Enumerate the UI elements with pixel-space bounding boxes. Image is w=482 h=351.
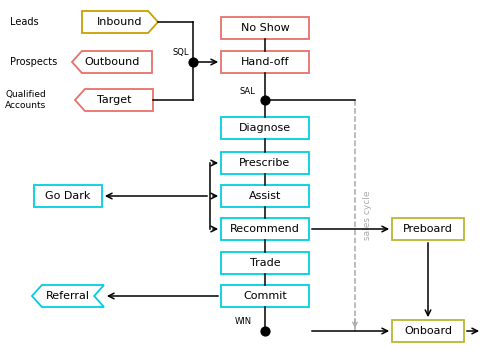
Text: sales cycle: sales cycle <box>363 191 372 240</box>
FancyBboxPatch shape <box>221 285 309 307</box>
Polygon shape <box>32 285 104 307</box>
Text: Assist: Assist <box>249 191 281 201</box>
Text: Referral: Referral <box>46 291 90 301</box>
Text: Commit: Commit <box>243 291 287 301</box>
FancyBboxPatch shape <box>392 320 464 342</box>
Text: Onboard: Onboard <box>404 326 452 336</box>
Text: Go Dark: Go Dark <box>45 191 91 201</box>
FancyBboxPatch shape <box>221 252 309 274</box>
Text: Qualified
Accounts: Qualified Accounts <box>5 90 46 110</box>
FancyBboxPatch shape <box>221 17 309 39</box>
Point <box>261 97 269 103</box>
Text: Recommend: Recommend <box>230 224 300 234</box>
Text: Preboard: Preboard <box>403 224 453 234</box>
Text: Prospects: Prospects <box>10 57 57 67</box>
FancyBboxPatch shape <box>221 51 309 73</box>
FancyBboxPatch shape <box>34 185 102 207</box>
Point <box>189 59 197 65</box>
Text: Leads: Leads <box>10 17 39 27</box>
Polygon shape <box>82 11 158 33</box>
FancyBboxPatch shape <box>221 218 309 240</box>
Text: SAL: SAL <box>239 87 255 97</box>
Text: Trade: Trade <box>250 258 281 268</box>
Text: Outbound: Outbound <box>84 57 140 67</box>
Text: Prescribe: Prescribe <box>240 158 291 168</box>
FancyBboxPatch shape <box>221 117 309 139</box>
Text: SQL: SQL <box>173 48 189 58</box>
FancyBboxPatch shape <box>221 152 309 174</box>
Text: Inbound: Inbound <box>97 17 143 27</box>
Text: Diagnose: Diagnose <box>239 123 291 133</box>
FancyBboxPatch shape <box>392 218 464 240</box>
FancyBboxPatch shape <box>221 185 309 207</box>
Polygon shape <box>72 51 152 73</box>
Text: Hand-off: Hand-off <box>241 57 289 67</box>
Polygon shape <box>75 89 153 111</box>
Text: No Show: No Show <box>241 23 289 33</box>
Text: Target: Target <box>97 95 131 105</box>
Point <box>261 328 269 334</box>
Text: WIN: WIN <box>234 318 252 326</box>
